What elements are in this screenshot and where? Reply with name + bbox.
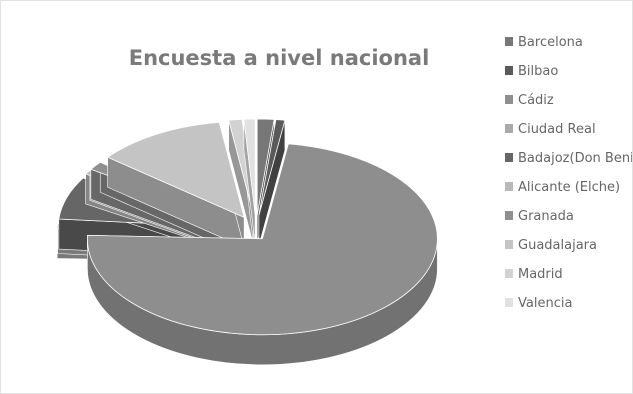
legend-swatch	[505, 182, 513, 191]
legend-swatch	[505, 66, 513, 75]
chart-title: Encuesta a nivel nacional	[129, 46, 430, 70]
legend-swatch	[505, 298, 513, 307]
legend-swatch	[505, 37, 513, 46]
pie-slice-10	[243, 118, 256, 246]
legend-label: Bilbao	[518, 64, 558, 79]
legend: Barcelona Bilbao Cádiz Ciudad Real Badajoz(D…	[505, 35, 632, 311]
legend-label: Guadalajara	[518, 238, 597, 253]
legend-label: Ciudad Real	[518, 122, 596, 137]
legend-item: Ciudad Real	[505, 122, 596, 137]
legend-item: Valencia	[505, 296, 572, 311]
legend-label: Barcelona	[518, 35, 583, 50]
pie-layer	[56, 118, 438, 365]
legend-item: Alicante (Elche)	[505, 180, 620, 195]
legend-item: Barcelona	[505, 35, 583, 50]
legend-item: Madrid	[505, 267, 563, 282]
pie-slice-8	[106, 121, 245, 248]
legend-swatch	[505, 95, 513, 104]
pie-slice-2	[258, 119, 286, 246]
legend-swatch	[505, 124, 513, 133]
legend-label: Granada	[518, 209, 574, 224]
legend-label: Alicante (Elche)	[518, 180, 620, 195]
legend-label: Badajoz(Don Benit	[518, 151, 632, 166]
legend-swatch	[505, 240, 513, 249]
legend-swatch	[505, 211, 513, 220]
legend-item: Badajoz(Don Benit	[505, 151, 632, 166]
legend-swatch	[505, 153, 513, 162]
pie-slice-3	[87, 143, 438, 365]
legend-item: Bilbao	[505, 64, 558, 79]
legend-label: Madrid	[518, 267, 563, 282]
legend-item: Guadalajara	[505, 238, 597, 253]
legend-item: Granada	[505, 209, 574, 224]
legend-label: Cádiz	[518, 93, 554, 108]
legend-swatch	[505, 269, 513, 278]
legend-item: Cádiz	[505, 93, 554, 108]
legend-label: Valencia	[518, 296, 572, 311]
